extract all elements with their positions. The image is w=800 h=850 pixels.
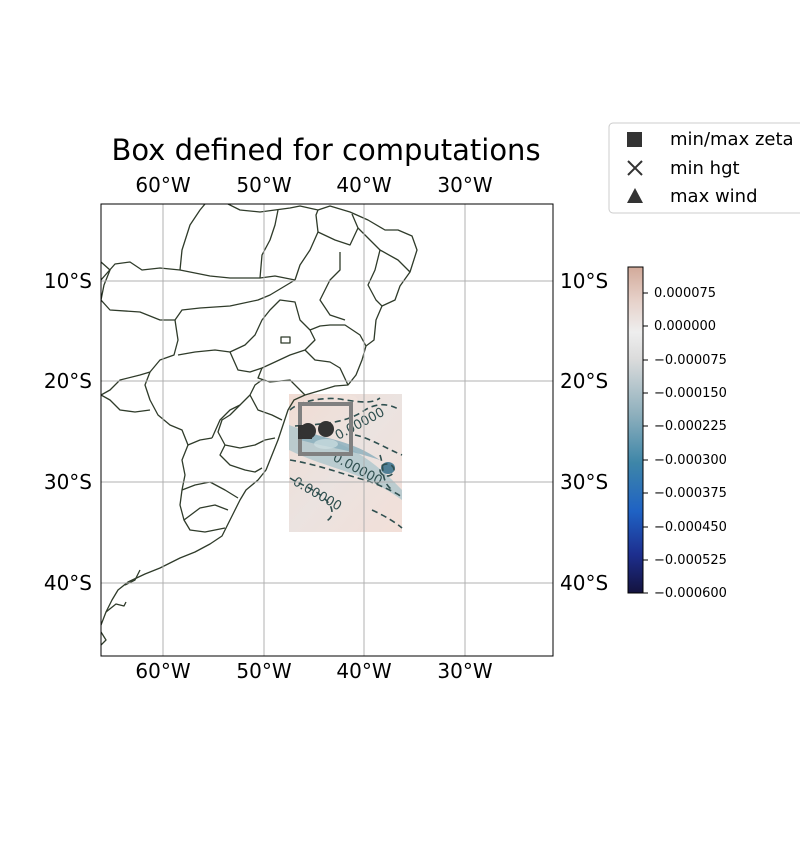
colorbar-tick-label: −0.000075	[654, 353, 727, 368]
borders	[101, 204, 418, 646]
bottom-longitude-labels: 60°W 50°W 40°W 30°W	[135, 659, 492, 683]
colorbar-tick-label: −0.000150	[654, 386, 727, 401]
colorbar-tick-label: −0.000450	[654, 520, 727, 535]
lon-tick-label: 50°W	[236, 173, 291, 197]
marker-dot	[300, 423, 316, 439]
lat-tick-label: 30°S	[44, 470, 92, 494]
lat-tick-label: 10°S	[560, 269, 608, 293]
gridlines	[101, 204, 553, 656]
lon-tick-label: 60°W	[135, 173, 190, 197]
colorbar-tick-label: −0.000525	[654, 553, 727, 568]
top-longitude-labels: 60°W 50°W 40°W 30°W	[135, 173, 492, 197]
square-marker-icon	[627, 132, 642, 147]
colorbar-tick-label: −0.000225	[654, 419, 727, 434]
map-title: Box defined for computations	[111, 133, 540, 167]
colorbar-tick-label: −0.000600	[654, 586, 727, 601]
triangle-marker-icon	[627, 188, 643, 203]
lon-tick-label: 40°W	[336, 659, 391, 683]
lat-tick-label: 20°S	[560, 369, 608, 393]
zeta-markers	[298, 421, 334, 439]
lon-tick-label: 30°W	[437, 173, 492, 197]
legend-label: min/max zeta	[670, 129, 794, 150]
legend: min/max zeta min hgt max wind	[608, 122, 800, 214]
legend-label: max wind	[670, 186, 758, 207]
colorbar-tick-label: −0.000300	[654, 453, 727, 468]
legend-label: min hgt	[670, 158, 740, 179]
lat-tick-label: 10°S	[44, 269, 92, 293]
left-latitude-labels: 10°S 20°S 30°S 40°S	[44, 269, 92, 595]
colorbar-tick-label: 0.000075	[654, 286, 716, 301]
x-marker-icon	[627, 160, 643, 176]
lat-tick-label: 20°S	[44, 369, 92, 393]
lat-tick-label: 40°S	[560, 571, 608, 595]
lon-tick-label: 60°W	[135, 659, 190, 683]
colorbar-tick-label: 0.000000	[654, 319, 716, 334]
right-latitude-labels: 10°S 20°S 30°S 40°S	[560, 269, 608, 595]
colorbar-tick-label: −0.000375	[654, 486, 727, 501]
lon-tick-label: 40°W	[336, 173, 391, 197]
lat-tick-label: 30°S	[560, 470, 608, 494]
lat-tick-label: 40°S	[44, 571, 92, 595]
colorbar-gradient	[627, 266, 644, 594]
marker-dot	[318, 421, 334, 437]
legend-box	[608, 122, 800, 214]
colorbar: 0.000075 0.000000 −0.000075 −0.000150 −0…	[627, 266, 727, 601]
lon-tick-label: 30°W	[437, 659, 492, 683]
map-border	[100, 203, 554, 657]
lon-tick-label: 50°W	[236, 659, 291, 683]
